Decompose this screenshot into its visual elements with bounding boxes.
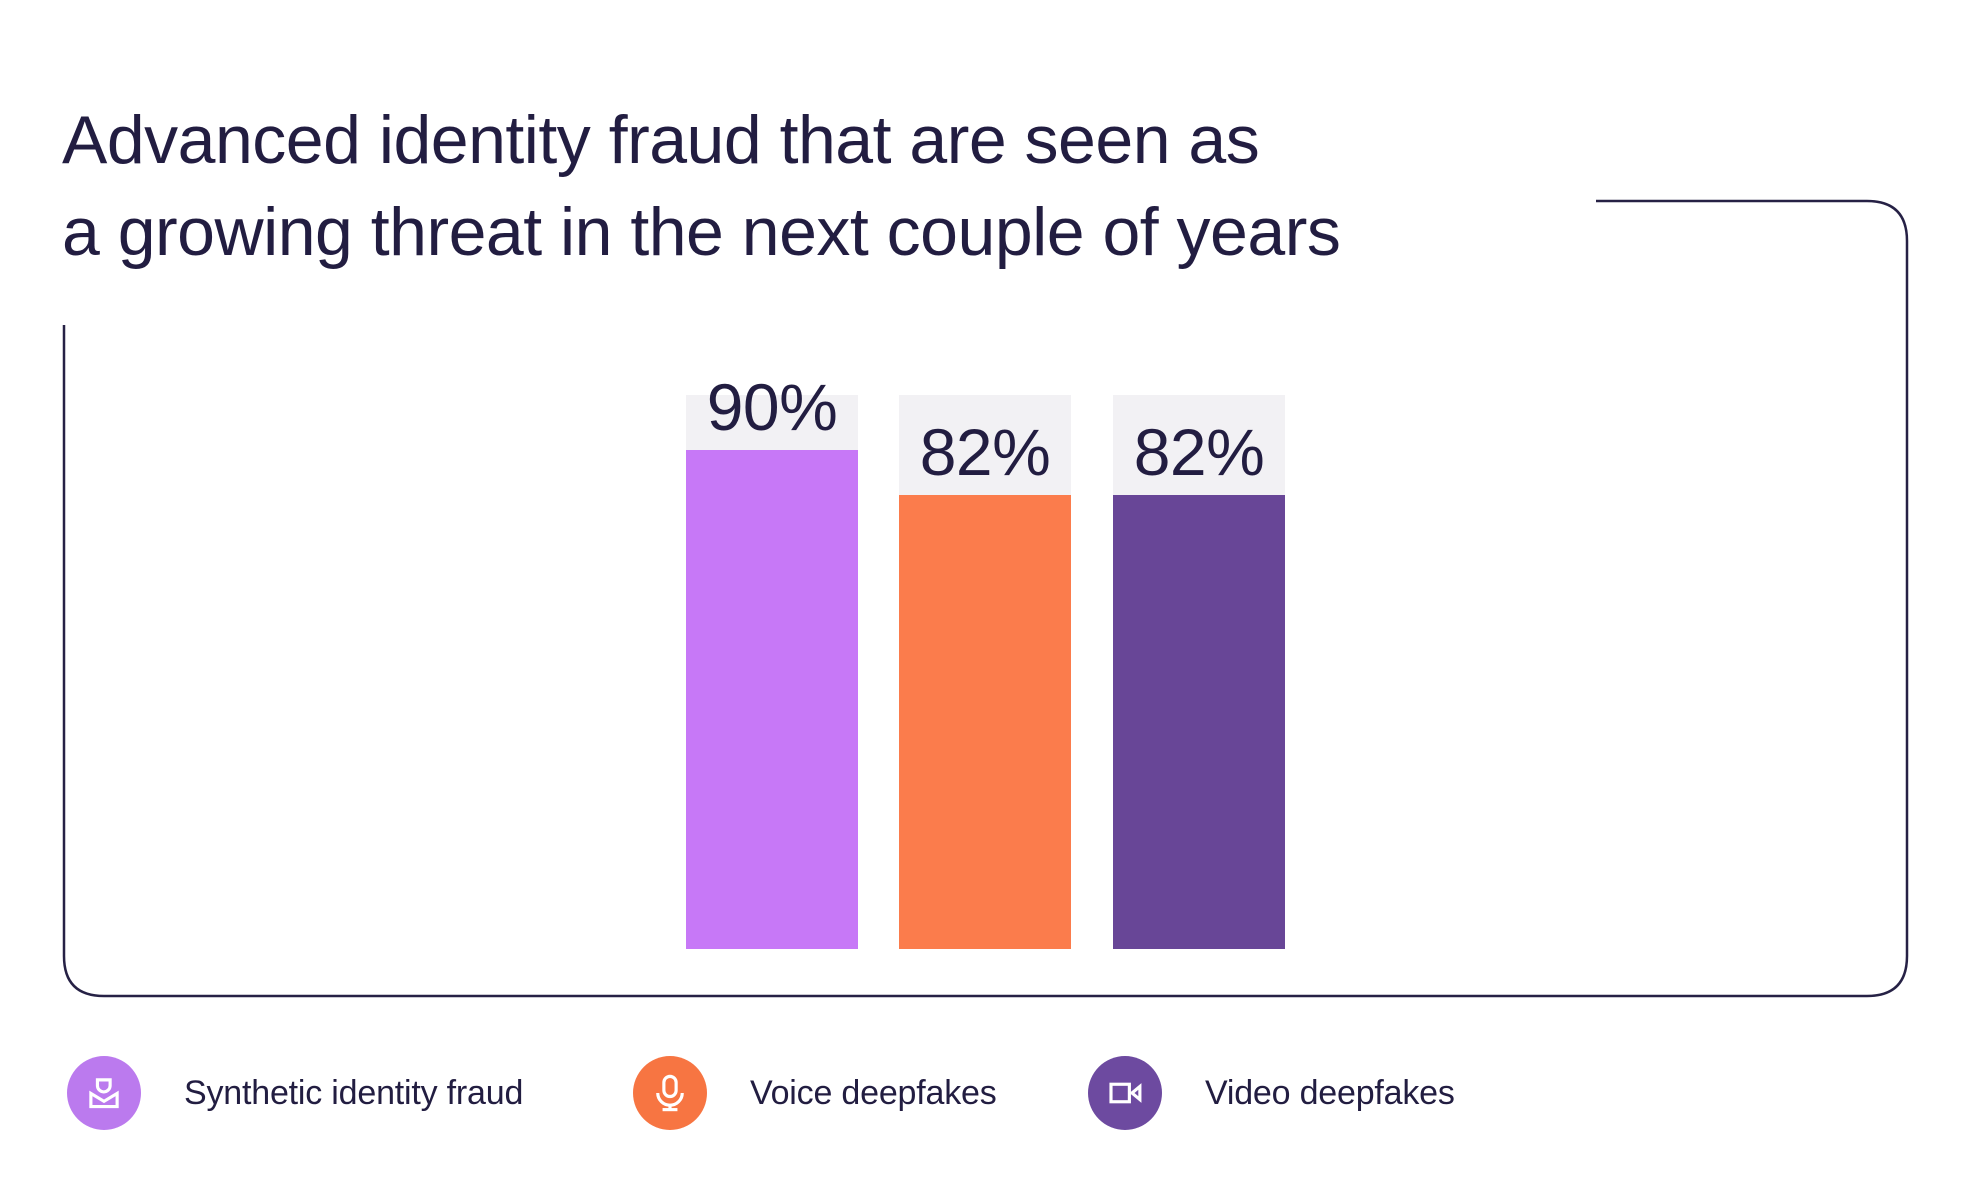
legend-item-synthetic-identity-fraud: Synthetic identity fraud xyxy=(67,1056,523,1130)
bar-fill-voice-deepfakes xyxy=(899,494,1071,949)
bar-value-label: 82% xyxy=(1133,414,1265,489)
video-camera-icon xyxy=(1088,1056,1162,1130)
bar-video-deepfakes: 82% xyxy=(1113,395,1285,949)
bar-fill-video-deepfakes xyxy=(1113,494,1285,949)
legend-label: Voice deepfakes xyxy=(750,1073,997,1112)
legend-label: Video deepfakes xyxy=(1205,1073,1455,1112)
bar-voice-deepfakes: 82% xyxy=(899,395,1071,949)
bar-fill-synthetic-identity-fraud xyxy=(686,450,858,949)
person-portrait-icon xyxy=(67,1056,141,1130)
microphone-icon xyxy=(633,1056,707,1130)
page-title-line-2: a growing threat in the next couple of y… xyxy=(62,194,1341,270)
page-title-line-1: Advanced identity fraud that are seen as xyxy=(62,102,1260,178)
page-title: Advanced identity fraud that are seen as… xyxy=(62,94,1341,278)
bar-synthetic-identity-fraud: 90% xyxy=(686,370,858,949)
legend-item-video-deepfakes: Video deepfakes xyxy=(1088,1056,1455,1130)
bar-value-label: 82% xyxy=(919,414,1051,489)
bar-value-label: 90% xyxy=(706,370,838,445)
legend-label: Synthetic identity fraud xyxy=(184,1073,524,1112)
legend-item-voice-deepfakes: Voice deepfakes xyxy=(633,1056,997,1130)
